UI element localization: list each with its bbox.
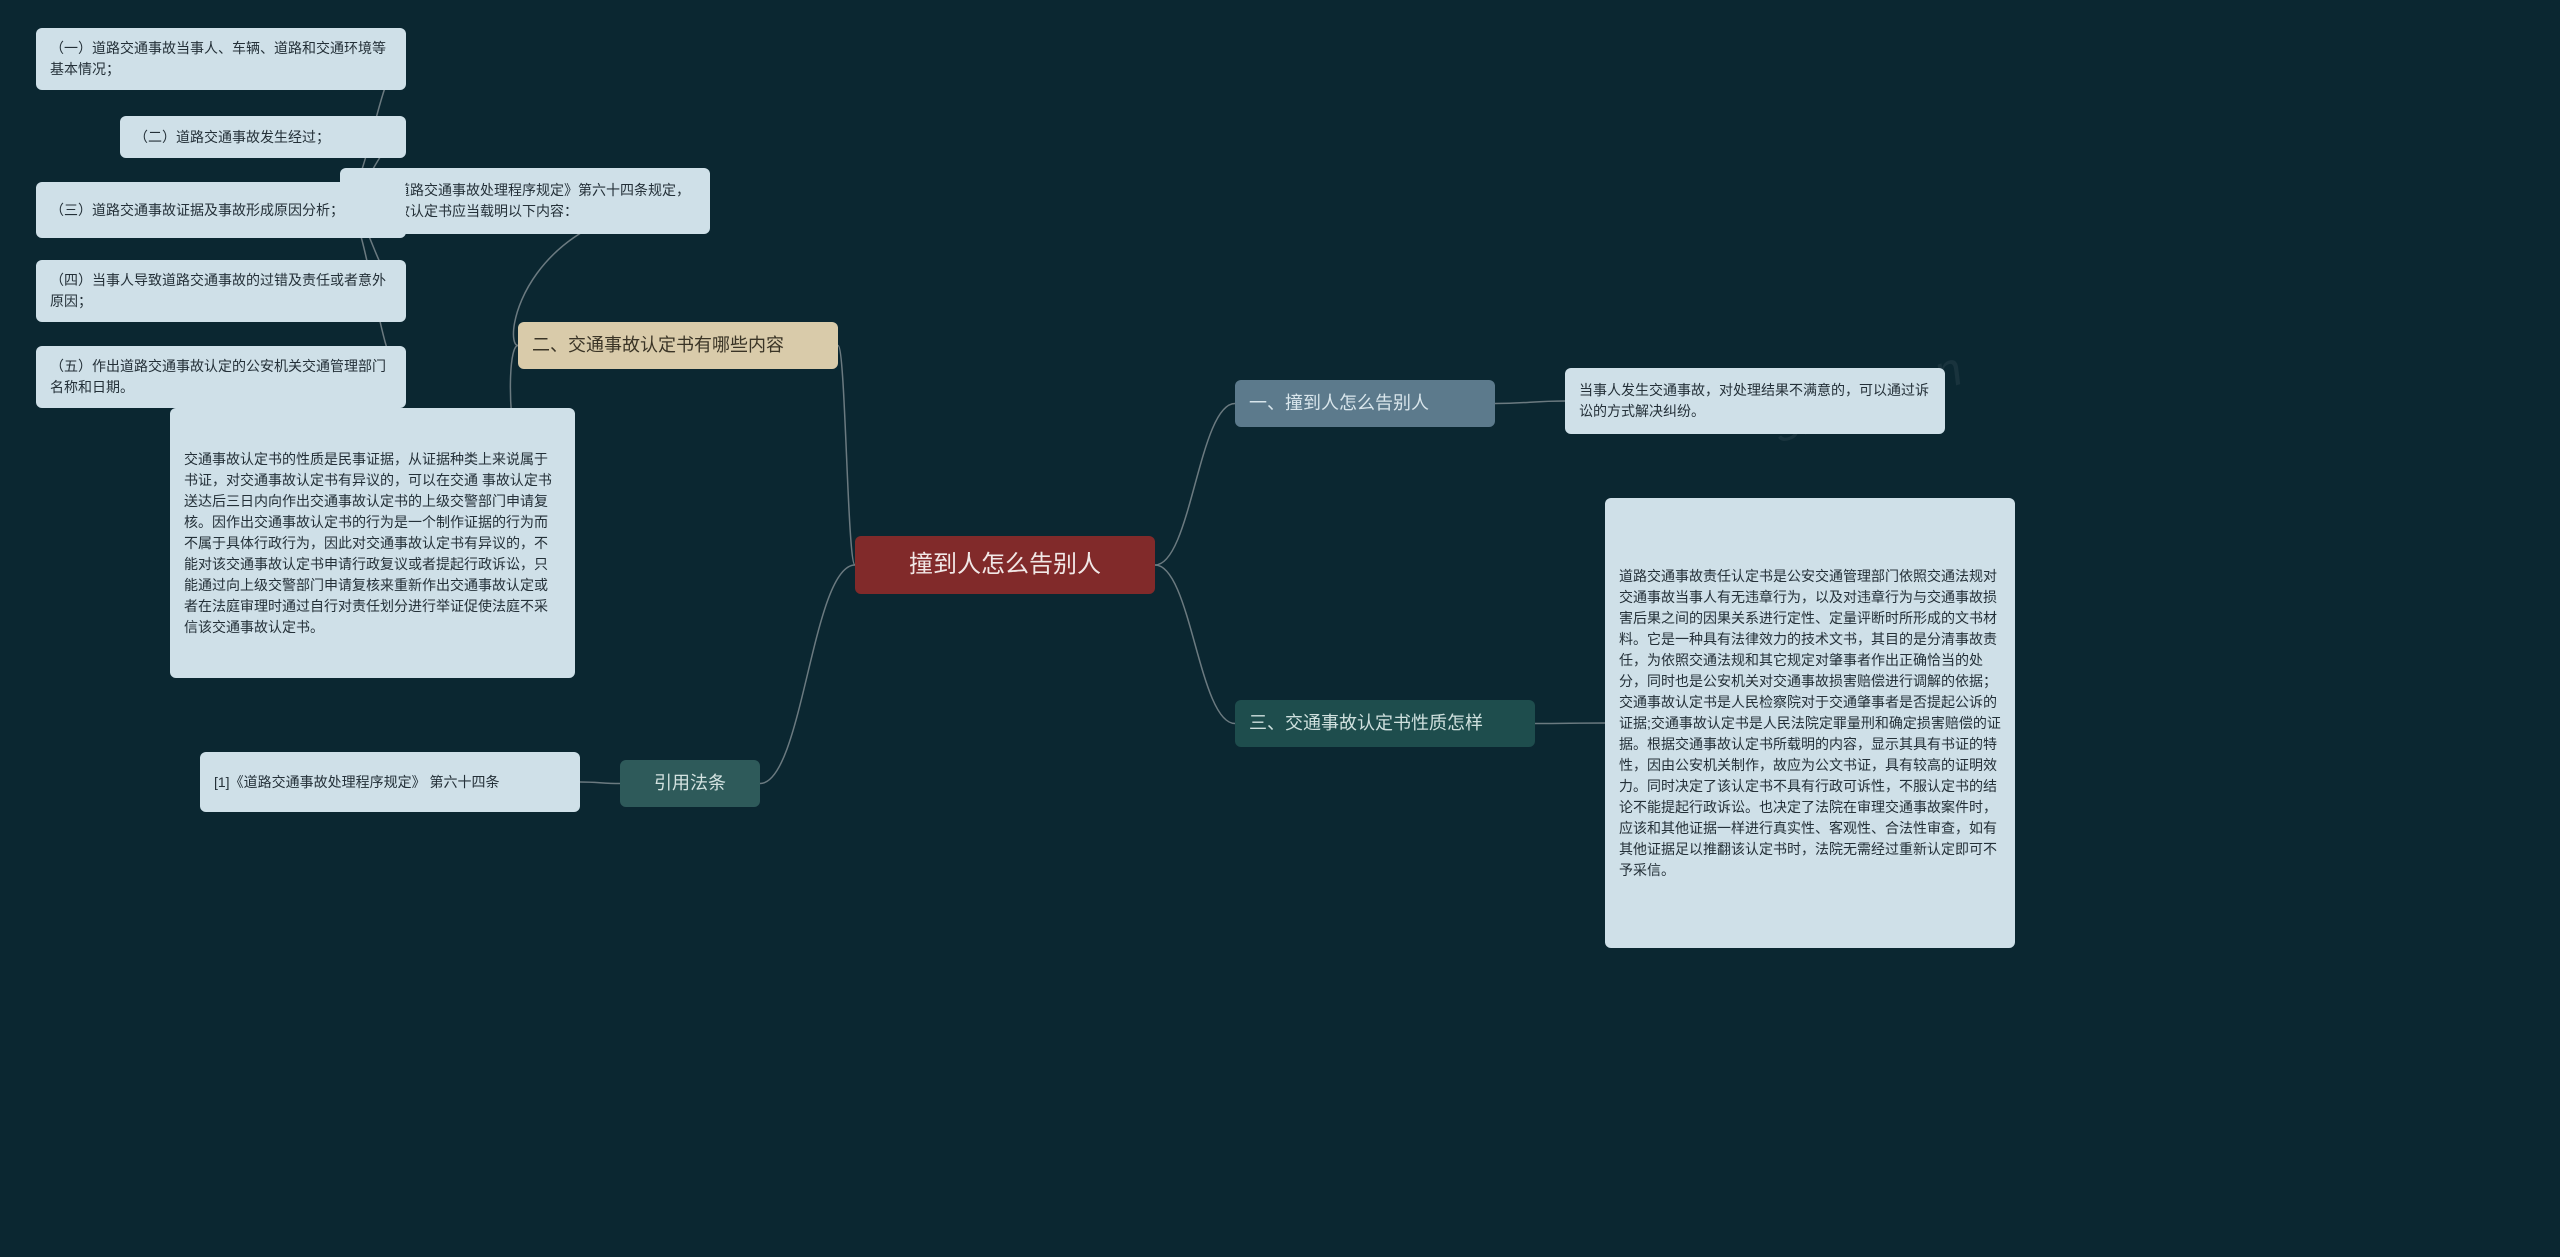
mindmap-node-b3[interactable]: 三、交通事故认定书性质怎样	[1235, 700, 1535, 747]
edge	[1535, 723, 1605, 724]
mindmap-node-b4[interactable]: 引用法条	[620, 760, 760, 807]
mindmap-node-leaf2[interactable]: （二）道路交通事故发生经过；	[120, 116, 406, 158]
edge	[1155, 404, 1235, 566]
edge	[1495, 401, 1565, 404]
edge	[838, 346, 855, 566]
mindmap-node-b2[interactable]: 二、交通事故认定书有哪些内容	[518, 322, 838, 369]
mindmap-node-b4_leaf[interactable]: [1]《道路交通事故处理程序规定》 第六十四条	[200, 752, 580, 812]
mindmap-canvas: 树图 shutu.cnshutu.cn撞到人怎么告别人一、撞到人怎么告别人当事人…	[0, 0, 2560, 1257]
mindmap-node-root[interactable]: 撞到人怎么告别人	[855, 536, 1155, 594]
mindmap-node-leaf1[interactable]: （一）道路交通事故当事人、车辆、道路和交通环境等基本情况；	[36, 28, 406, 90]
mindmap-node-b2_sub2[interactable]: 交通事故认定书的性质是民事证据，从证据种类上来说属于书证，对交通事故认定书有异议…	[170, 408, 575, 678]
mindmap-node-leaf5[interactable]: （五）作出道路交通事故认定的公安机关交通管理部门名称和日期。	[36, 346, 406, 408]
edge	[760, 565, 855, 784]
mindmap-node-leaf4[interactable]: （四）当事人导致道路交通事故的过错及责任或者意外原因；	[36, 260, 406, 322]
mindmap-node-b1_leaf[interactable]: 当事人发生交通事故，对处理结果不满意的，可以通过诉讼的方式解决纠纷。	[1565, 368, 1945, 434]
mindmap-node-b1[interactable]: 一、撞到人怎么告别人	[1235, 380, 1495, 427]
edge	[580, 782, 620, 784]
edge	[1155, 565, 1235, 724]
mindmap-node-leaf3[interactable]: （三）道路交通事故证据及事故形成原因分析；	[36, 182, 406, 238]
mindmap-node-b3_leaf[interactable]: 道路交通事故责任认定书是公安交通管理部门依照交通法规对交通事故当事人有无违章行为…	[1605, 498, 2015, 948]
